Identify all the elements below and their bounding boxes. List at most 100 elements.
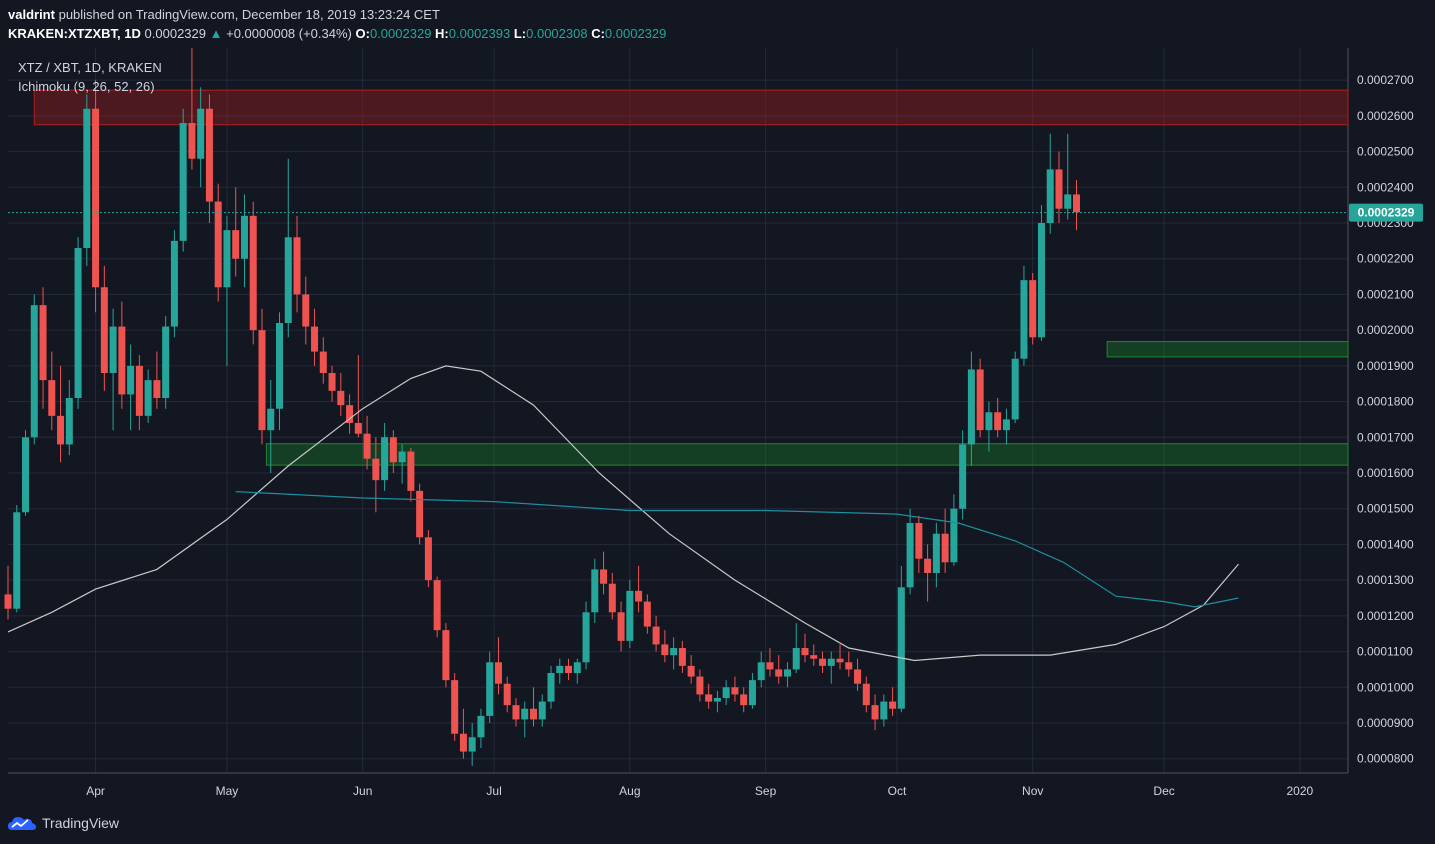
price-tick-label: 0.0001000 xyxy=(1357,680,1414,694)
candle-body xyxy=(197,108,205,159)
candle-body xyxy=(135,365,143,416)
candle-body xyxy=(346,405,354,423)
candle-body xyxy=(389,437,397,463)
candle-body xyxy=(783,669,791,677)
plot-area[interactable] xyxy=(8,48,1348,773)
symbol-label[interactable]: KRAKEN:XTZXBT, 1D xyxy=(8,26,141,41)
candle xyxy=(398,444,406,484)
candle-body xyxy=(468,737,476,752)
candle xyxy=(941,508,949,573)
candle xyxy=(1037,205,1045,341)
candle-body xyxy=(109,326,117,373)
candle-body xyxy=(941,533,949,563)
candle xyxy=(538,694,546,727)
last-price-tag: 0.0002329 xyxy=(1349,203,1423,222)
candle-body xyxy=(652,626,660,645)
candle xyxy=(757,651,765,688)
candle xyxy=(573,658,581,684)
candle-body xyxy=(328,373,336,391)
time-tick-label: 2020 xyxy=(1286,784,1313,798)
candle xyxy=(959,430,967,520)
candle-body xyxy=(433,580,441,631)
candle-body xyxy=(249,215,257,331)
candle xyxy=(889,687,897,716)
candle-body xyxy=(871,705,879,720)
candle xyxy=(127,344,135,431)
candle-body xyxy=(591,569,599,613)
candle xyxy=(416,483,424,545)
candle-body xyxy=(1029,280,1037,338)
indicator-legend[interactable]: Ichimoku (9, 26, 52, 26) xyxy=(18,79,155,94)
candle-body xyxy=(258,330,266,431)
candle xyxy=(1064,133,1072,220)
candle xyxy=(696,669,704,702)
time-tick-label: May xyxy=(216,784,239,798)
tradingview-logo[interactable]: TradingView xyxy=(8,815,119,831)
candle-body xyxy=(424,537,432,581)
candle-body xyxy=(363,433,371,459)
candle xyxy=(512,698,520,727)
candle xyxy=(985,401,993,452)
candle-body xyxy=(705,694,713,702)
candle xyxy=(389,430,397,473)
candle-body xyxy=(897,587,905,709)
candle-body xyxy=(626,590,634,641)
candle xyxy=(328,365,336,402)
candle xyxy=(1072,180,1080,231)
candle-body xyxy=(565,665,573,673)
candle-body xyxy=(188,123,196,159)
last-price: 0.0002329 xyxy=(144,26,206,41)
series-legend[interactable]: XTZ / XBT, 1D, KRAKEN xyxy=(18,60,162,75)
price-tick-label: 0.0001600 xyxy=(1357,466,1414,480)
candle-body xyxy=(30,305,38,438)
candle xyxy=(363,415,371,470)
candle xyxy=(591,558,599,623)
ma-teal-line xyxy=(235,491,1239,608)
candle-body xyxy=(915,523,923,559)
candle-body xyxy=(862,683,870,706)
candle xyxy=(766,648,774,677)
cloud-logo-icon xyxy=(8,817,36,830)
candle xyxy=(827,651,835,684)
low-label: L: xyxy=(513,26,527,41)
candle xyxy=(249,201,257,345)
candle-body xyxy=(267,408,275,431)
candle-body xyxy=(792,648,800,670)
candle xyxy=(1002,408,1010,445)
price-axis[interactable]: 0.0002700 0.0002600 0.0002500 0.0002400 0.00… xyxy=(1357,73,1414,766)
candle xyxy=(486,651,494,723)
publish-info: valdrint published on TradingView.com, D… xyxy=(8,7,440,22)
time-tick-label: Sep xyxy=(755,784,777,798)
candle-body xyxy=(48,380,56,416)
price-tick-label: 0.0001100 xyxy=(1357,645,1413,659)
candle xyxy=(83,94,91,266)
candle-body xyxy=(1064,194,1072,209)
candle xyxy=(521,701,529,738)
candle xyxy=(65,380,73,456)
candle xyxy=(354,355,362,438)
candle-body xyxy=(144,380,152,416)
author-name[interactable]: valdrint xyxy=(8,7,55,22)
price-tick-label: 0.0002600 xyxy=(1357,109,1414,123)
candle xyxy=(801,633,809,663)
candle xyxy=(1046,133,1054,234)
candle xyxy=(819,651,827,673)
candle-body xyxy=(477,715,485,738)
candle xyxy=(967,351,975,466)
candle xyxy=(4,565,12,620)
low-value: 0.0002308 xyxy=(526,26,588,41)
candle-body xyxy=(179,123,187,241)
candle-body xyxy=(118,326,126,395)
candle xyxy=(451,673,459,741)
candle-body xyxy=(713,698,721,702)
candle-body xyxy=(1037,223,1045,338)
high-label: H: xyxy=(435,26,449,41)
time-axis[interactable]: Apr May Jun Jul Aug Sep Oct Nov Dec 2020 xyxy=(86,784,1313,798)
candle xyxy=(240,194,248,288)
candle xyxy=(950,494,958,566)
candle xyxy=(635,565,643,613)
candle-body xyxy=(1055,169,1063,209)
candle-body xyxy=(416,490,424,538)
time-tick-label: Jul xyxy=(486,784,501,798)
